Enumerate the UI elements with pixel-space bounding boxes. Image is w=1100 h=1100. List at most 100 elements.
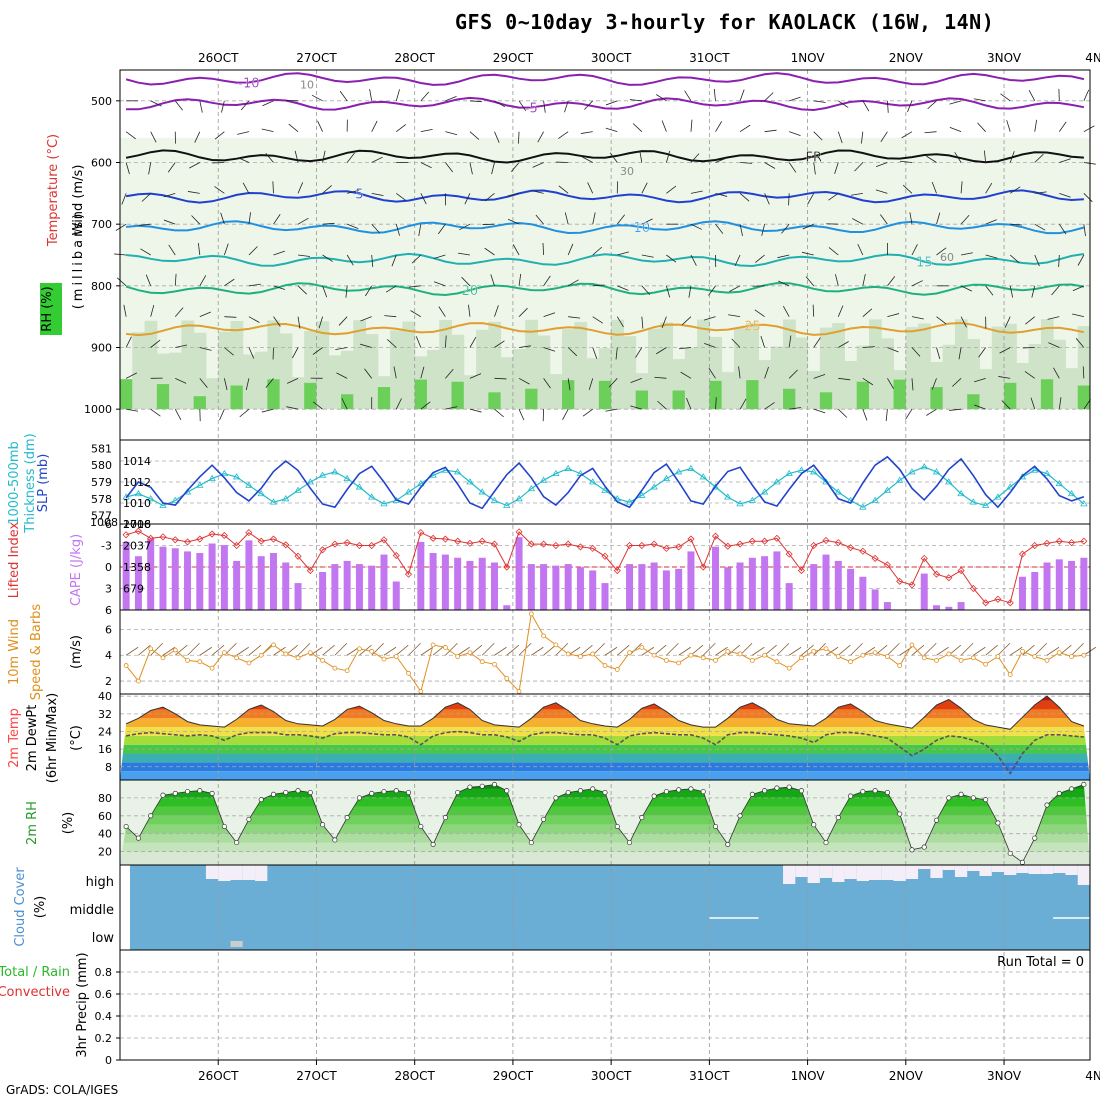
thickness-point <box>589 478 597 485</box>
rh-high-cell <box>783 388 796 410</box>
thickness-point <box>245 481 253 488</box>
wind-barb <box>801 251 814 256</box>
wind-barb <box>755 254 765 263</box>
high-cloud-gap <box>230 865 243 880</box>
rh-shading-cell <box>623 336 637 410</box>
rh-shading-cell <box>807 371 821 410</box>
wind-barb <box>150 408 161 417</box>
date-label-bottom: 1NOV <box>791 1069 826 1083</box>
wind-barb <box>125 336 132 348</box>
wind-barb <box>395 89 400 101</box>
rh-shading-cell <box>488 321 502 410</box>
rh-point <box>577 788 583 794</box>
wind-barb <box>567 347 578 357</box>
date-label-top: 28OCT <box>394 51 435 65</box>
wind-barb <box>272 181 274 194</box>
wind-barb <box>887 100 889 113</box>
wind-barb <box>813 337 821 348</box>
cape-bar <box>429 553 437 610</box>
cape-tick-label: 2037 <box>123 540 151 553</box>
wind-speed-point <box>1056 650 1062 656</box>
rh-high-cell <box>1040 379 1054 410</box>
wind-speed-point <box>185 658 190 663</box>
wind-barb <box>954 152 962 163</box>
wind-barb <box>338 316 348 326</box>
wind-speed-point <box>860 652 866 658</box>
rh-shading-cell <box>316 321 330 410</box>
date-label-top: 26OCT <box>198 51 239 65</box>
wind-speed-point <box>221 650 227 656</box>
cape-bar <box>331 564 339 610</box>
surface-wind-barb <box>960 642 974 656</box>
wind-barb <box>148 162 152 175</box>
surface-wind-barb <box>911 644 925 656</box>
thickness-point <box>638 491 646 498</box>
wind-speed-point <box>774 659 780 665</box>
wind-barb <box>617 285 629 291</box>
li-point <box>969 584 977 593</box>
rh-shading-cell <box>328 355 342 410</box>
high-cloud-gap <box>218 865 231 881</box>
wind-barb <box>605 127 618 133</box>
rh-point <box>958 791 964 797</box>
wind-barb <box>445 131 458 136</box>
high-cloud-gap <box>1004 865 1017 875</box>
cape-bar <box>171 548 179 610</box>
wind-barb <box>396 193 407 201</box>
li-point <box>208 530 216 538</box>
rh-high-cell <box>635 390 649 410</box>
wind-barb <box>684 90 692 102</box>
thickness-point <box>1031 466 1039 473</box>
li-point <box>343 539 351 547</box>
cloud-level-label: middle <box>70 903 114 918</box>
rh-shading-cell <box>512 349 526 410</box>
rh-point <box>762 788 768 794</box>
wind-speed-point <box>406 670 411 676</box>
surface-wind-barb <box>211 644 225 656</box>
high-cloud-gap <box>967 865 980 871</box>
li-point <box>687 535 695 543</box>
high-cloud-gap <box>918 865 931 869</box>
wind-barb <box>490 274 495 286</box>
rh-shading-cell <box>181 320 195 410</box>
wind-barb <box>438 223 446 235</box>
li-point <box>454 537 462 545</box>
rh-point <box>1081 781 1087 788</box>
thickness-point <box>969 498 978 505</box>
wind-barb <box>444 335 447 348</box>
thickness-point <box>417 479 425 487</box>
wind-barb <box>641 182 648 194</box>
wind-barb <box>360 343 372 348</box>
wind-barb <box>371 223 381 234</box>
cape-bar <box>147 538 155 610</box>
wind-barb <box>703 316 716 321</box>
legend-rh-swatch <box>40 283 62 335</box>
wind-speed-point <box>357 646 362 652</box>
li-point <box>1055 537 1063 545</box>
surface-wind-barb <box>445 642 458 656</box>
wind-barb <box>385 285 397 293</box>
legend-temperature: Temperature (°C) <box>46 134 61 247</box>
slp-tick-label: 1010 <box>123 497 151 510</box>
wind-barb <box>592 246 603 256</box>
wind-speed-point <box>676 660 682 666</box>
rh-point <box>455 789 461 796</box>
wind-barb <box>543 275 551 287</box>
wind-barb <box>783 305 790 317</box>
chart-title: GFS 0~10day 3-hourly for KAOLACK (16W, 1… <box>455 10 995 34</box>
rh-point <box>737 813 743 819</box>
cape-bar <box>159 546 167 610</box>
wind-barb <box>494 131 500 143</box>
li-tick-label: 0 <box>105 561 112 574</box>
wind-barb <box>862 308 873 317</box>
rh-shading-cell <box>819 327 833 410</box>
high-cloud-gap <box>905 865 919 879</box>
wind-barb <box>438 306 446 317</box>
rh-band <box>120 833 1090 843</box>
thickness-point <box>871 496 879 503</box>
thickness-point <box>208 474 216 482</box>
wind-speed-point <box>283 651 289 657</box>
pressure-tick-label: 800 <box>91 280 112 293</box>
wind-speed-point <box>197 659 203 665</box>
